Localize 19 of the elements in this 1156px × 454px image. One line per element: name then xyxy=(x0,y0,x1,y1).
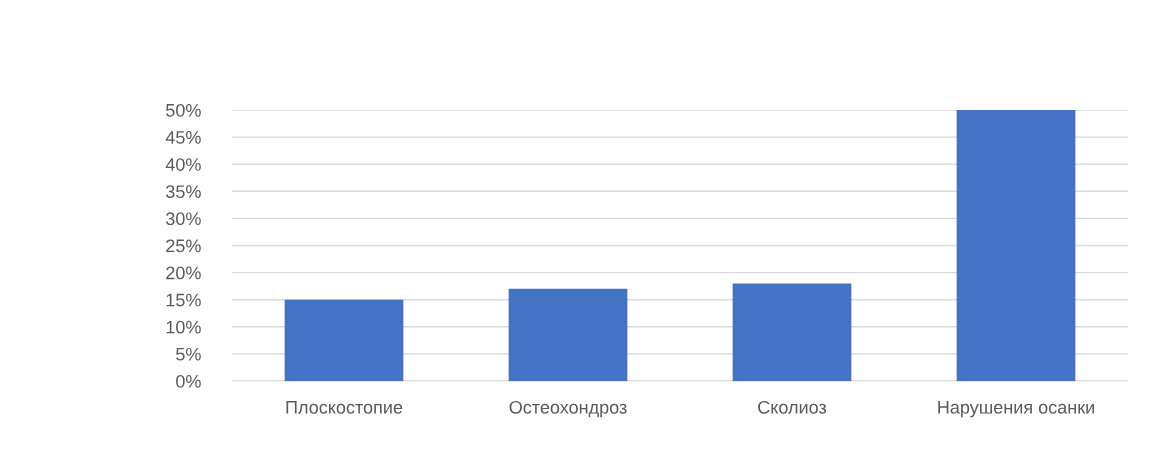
y-tick-label: 10% xyxy=(166,320,201,334)
y-tick-label: 0% xyxy=(176,374,201,388)
y-tick-label: 20% xyxy=(166,266,201,280)
bar xyxy=(508,288,628,381)
x-tick-label: Плоскостопие xyxy=(286,401,403,414)
bar xyxy=(956,110,1076,381)
y-tick-label: 30% xyxy=(166,212,201,226)
y-tick-label: 25% xyxy=(166,239,201,253)
y-tick-label: 40% xyxy=(165,158,201,171)
x-tick-label: Нарушения осанки xyxy=(938,401,1094,418)
y-tick-label: 15% xyxy=(166,293,201,307)
bar xyxy=(732,283,852,381)
y-tick-label: 50% xyxy=(166,103,201,117)
bar xyxy=(284,299,404,381)
y-tick-label: 45% xyxy=(165,131,201,144)
x-tick-label: Сколиоз xyxy=(758,400,827,414)
y-tick-label: 35% xyxy=(166,185,201,199)
y-tick-label: 5% xyxy=(176,347,201,361)
x-tick-label: Остеохондроз xyxy=(509,400,627,418)
